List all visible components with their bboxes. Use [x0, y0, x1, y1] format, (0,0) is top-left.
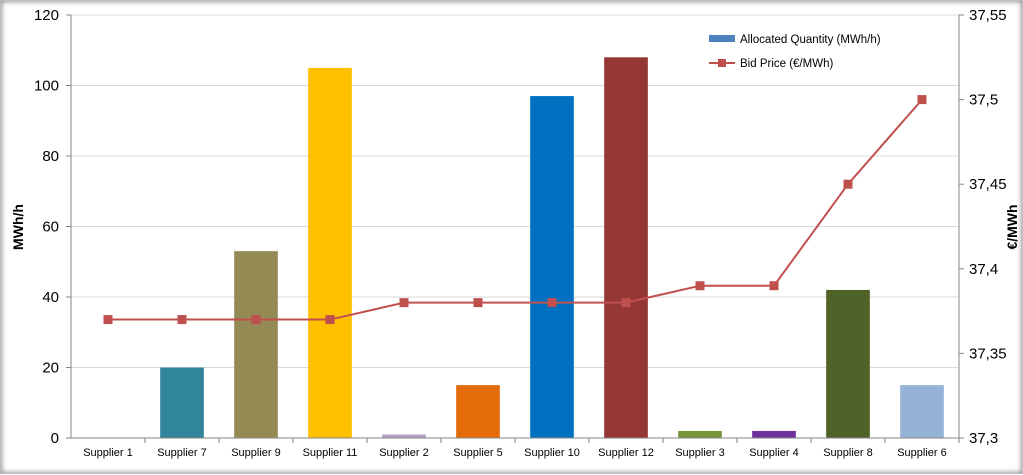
bar — [382, 434, 426, 438]
bar — [752, 430, 796, 438]
left-axis-tick-label: 0 — [51, 430, 59, 447]
legend: Allocated Quantity (MWh/h) Bid Price (€/… — [709, 34, 881, 70]
category-labels: Supplier 1 Supplier 7 Supplier 9 Supplier 1… — [83, 447, 947, 459]
legend-bar-swatch — [709, 35, 735, 42]
category-label: Supplier 11 — [303, 447, 358, 459]
category-label: Supplier 8 — [823, 447, 873, 459]
price-marker — [917, 95, 927, 105]
price-line — [108, 98, 923, 321]
bar — [160, 367, 204, 438]
bar — [456, 385, 500, 438]
category-label: Supplier 10 — [524, 447, 580, 459]
price-marker — [621, 298, 631, 308]
price-marker — [843, 179, 853, 189]
bar — [678, 430, 722, 438]
legend-bar-label: Allocated Quantity (MWh/h) — [740, 34, 881, 46]
right-axis-tick-label: 37,4 — [969, 261, 998, 278]
right-axis-tick-label: 37,5 — [969, 92, 998, 109]
price-marker — [251, 315, 261, 325]
bar — [826, 289, 870, 438]
left-axis-tick-label: 40 — [42, 289, 59, 306]
bar — [604, 57, 648, 439]
category-label: Supplier 5 — [453, 447, 503, 459]
bar — [900, 385, 944, 438]
category-label: Supplier 9 — [231, 447, 281, 459]
right-axis-tick-label: 37,55 — [969, 7, 1007, 24]
bar — [530, 96, 574, 438]
price-marker — [399, 298, 409, 308]
left-axis-tick-label: 120 — [34, 7, 59, 24]
axes — [66, 14, 964, 443]
bar — [234, 251, 278, 438]
right-axis-ticks: 37,3 37,35 37,4 37,45 37,5 37,55 — [969, 7, 1007, 447]
category-label: Supplier 2 — [379, 447, 429, 459]
left-axis-tick-label: 60 — [42, 219, 59, 236]
legend-line-label: Bid Price (€/MWh) — [740, 58, 833, 70]
category-label: Supplier 6 — [897, 447, 947, 459]
price-marker — [695, 281, 705, 291]
grid-lines — [71, 14, 959, 368]
left-axis-tick-label: 100 — [34, 78, 59, 95]
legend-line-marker — [718, 59, 726, 67]
category-label: Supplier 4 — [749, 447, 799, 459]
left-axis-title: MWh/h — [10, 204, 26, 250]
line-series — [103, 95, 927, 325]
category-label: Supplier 7 — [157, 447, 207, 459]
left-axis-ticks: 0 20 40 60 80 100 120 — [34, 7, 59, 447]
category-label: Supplier 1 — [83, 447, 133, 459]
price-marker — [769, 281, 779, 291]
right-axis-tick-label: 37,35 — [969, 345, 1007, 362]
bar — [308, 67, 352, 438]
price-marker — [547, 298, 557, 308]
price-marker — [325, 315, 335, 325]
right-axis-tick-label: 37,45 — [969, 176, 1007, 193]
right-axis-tick-label: 37,3 — [969, 430, 998, 447]
bar-series — [160, 57, 944, 439]
right-axis-title: €/MWh — [1004, 204, 1020, 249]
category-label: Supplier 3 — [675, 447, 725, 459]
price-marker — [177, 315, 187, 325]
left-axis-tick-label: 80 — [42, 148, 59, 165]
price-marker — [473, 298, 483, 308]
left-axis-tick-label: 20 — [42, 360, 59, 377]
price-marker — [103, 315, 113, 325]
category-label: Supplier 12 — [598, 447, 654, 459]
